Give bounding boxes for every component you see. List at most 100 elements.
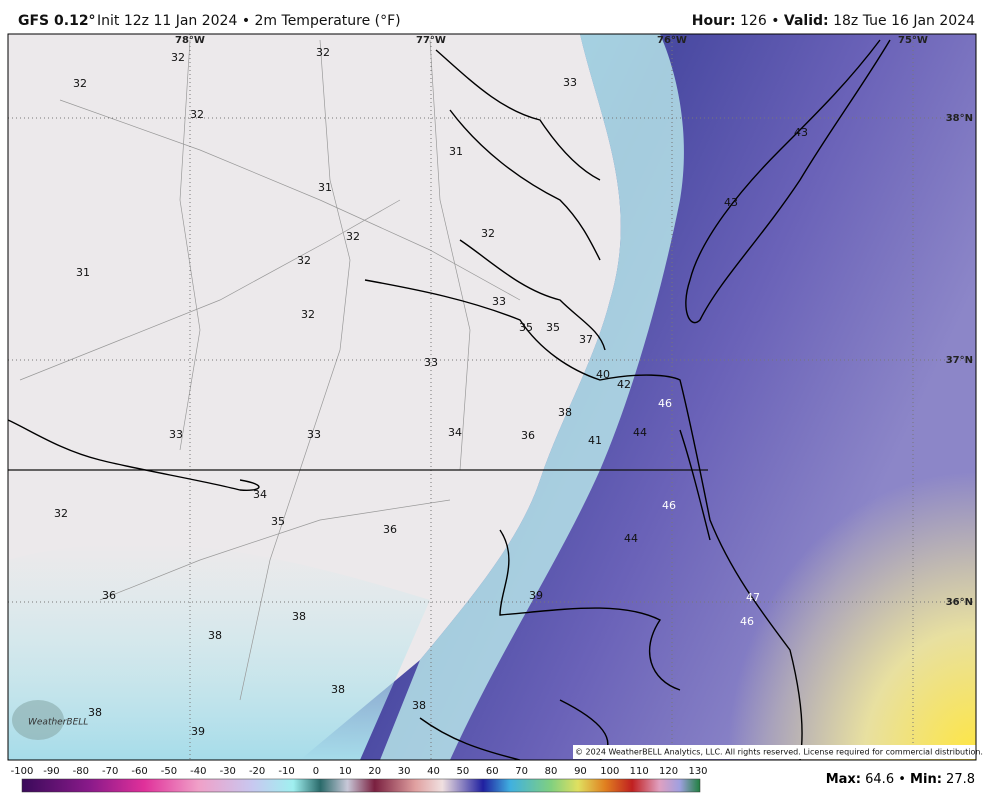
max-label: Max: (826, 772, 861, 787)
station-value: 39 (191, 725, 205, 738)
station-value: 32 (171, 51, 185, 64)
station-value: 46 (740, 615, 754, 628)
station-value: 46 (662, 499, 676, 512)
colorbar-tick-label: 130 (688, 766, 707, 777)
station-value: 33 (307, 428, 321, 441)
colorbar-tick-label: -10 (278, 766, 294, 777)
colorbar-tick-label: 10 (339, 766, 352, 777)
colorbar-tick-label: -60 (131, 766, 147, 777)
station-value: 42 (617, 378, 631, 391)
colorbar-tick-label: 50 (457, 766, 470, 777)
station-value: 31 (449, 145, 463, 158)
logo-globe (12, 700, 64, 740)
longitude-label: 75°W (898, 35, 928, 46)
min-label: Min: (910, 772, 942, 787)
station-value: 38 (331, 683, 345, 696)
longitude-label: 76°W (657, 35, 687, 46)
coastline (7, 39, 891, 761)
station-value: 32 (73, 77, 87, 90)
valid: 18z Tue 16 Jan 2024 (833, 13, 975, 29)
station-value: 33 (563, 76, 577, 89)
colorbar-tick-label: 40 (427, 766, 440, 777)
colorbar-tick-label: 120 (659, 766, 678, 777)
station-value: 36 (521, 429, 535, 442)
colorbar-tick-label: -80 (73, 766, 89, 777)
max: 64.6 (865, 772, 894, 787)
colorbar-tick-label: -70 (102, 766, 118, 777)
station-value: 33 (492, 295, 506, 308)
station-value: 35 (271, 515, 285, 528)
land-warm (8, 543, 430, 760)
station-value: 46 (658, 397, 672, 410)
latitude-labels: 38°N 37°N 36°N (946, 113, 973, 608)
valid-label: Valid: (784, 13, 829, 29)
copyright-bg (573, 745, 976, 759)
latitude-label: 37°N (946, 355, 973, 366)
map: 32 32 32 32 33 31 43 31 43 32 32 32 31 33 35 35 32 37 33 40… (7, 33, 983, 761)
colorbar-tick-label: 0 (313, 766, 319, 777)
station-value: 34 (448, 426, 462, 439)
station-value: 32 (297, 254, 311, 267)
colorbar-tick-label: 100 (600, 766, 619, 777)
colorbar-tick-label: 60 (486, 766, 499, 777)
station-value: 35 (546, 321, 560, 334)
model: GFS 0.12° (18, 13, 96, 29)
colorbar-tick-label: -30 (220, 766, 236, 777)
station-value: 41 (588, 434, 602, 447)
separator: • (898, 772, 906, 787)
colorbar-tick-label: 30 (398, 766, 411, 777)
hour: 126 (740, 13, 767, 29)
colorbar-tick-label: 20 (368, 766, 381, 777)
station-value: 38 (292, 610, 306, 623)
station-value: 32 (481, 227, 495, 240)
station-value: 40 (596, 368, 610, 381)
station-value: 43 (724, 196, 738, 209)
station-value: 34 (253, 488, 267, 501)
colorbar-tick-label: 80 (545, 766, 558, 777)
colorbar-scale (21, 778, 701, 793)
copyright: © 2024 WeatherBELL Analytics, LLC. All r… (575, 748, 983, 757)
stats: Max: 64.6 • Min: 27.8 (826, 772, 975, 787)
longitude-labels: 78°W 77°W 76°W 75°W (175, 35, 928, 46)
station-value: 38 (88, 706, 102, 719)
colorbar-tick-label: 90 (574, 766, 587, 777)
header: GFS 0.12° Init 12z 11 Jan 2024 • 2m Temp… (18, 13, 975, 29)
colorbar-tick-label: -100 (11, 766, 34, 777)
graticule (8, 34, 976, 760)
station-value: 35 (519, 321, 533, 334)
colorbar-tick-label: -40 (190, 766, 206, 777)
coastal-band (380, 34, 684, 760)
station-value: 43 (794, 126, 808, 139)
station-value: 31 (76, 266, 90, 279)
colorbar-tick-label: -50 (161, 766, 177, 777)
station-value: 44 (633, 426, 647, 439)
station-value: 32 (346, 230, 360, 243)
separator: • (771, 13, 779, 29)
station-value: 33 (169, 428, 183, 441)
min: 27.8 (946, 772, 975, 787)
latitude-label: 36°N (946, 597, 973, 608)
station-value: 32 (54, 507, 68, 520)
station-value: 32 (190, 108, 204, 121)
station-value: 38 (208, 629, 222, 642)
station-value: 33 (424, 356, 438, 369)
station-value: 47 (746, 591, 760, 604)
hour-label: Hour: (692, 13, 736, 29)
station-value: 39 (529, 589, 543, 602)
longitude-label: 77°W (416, 35, 446, 46)
borders (19, 39, 521, 701)
station-value: 37 (579, 333, 593, 346)
station-value: 36 (383, 523, 397, 536)
colorbar: -100 -90 -80 -70 -60 -50 -40 -30 -20 -10 0 10 20 30 40… (11, 766, 708, 793)
station-values: 32 32 32 32 33 31 43 31 43 32 32 32 31 33 35 35 32 37 33 40… (54, 46, 808, 738)
station-value: 36 (102, 589, 116, 602)
colorbar-tick-label: -90 (43, 766, 59, 777)
warm-area (700, 440, 976, 760)
map-frame (7, 33, 977, 761)
station-value: 31 (318, 181, 332, 194)
station-value: 32 (301, 308, 315, 321)
longitude-label: 78°W (175, 35, 205, 46)
latitude-label: 38°N (946, 113, 973, 124)
valid-info: Hour: 126 • Valid: 18z Tue 16 Jan 2024 (692, 13, 975, 29)
